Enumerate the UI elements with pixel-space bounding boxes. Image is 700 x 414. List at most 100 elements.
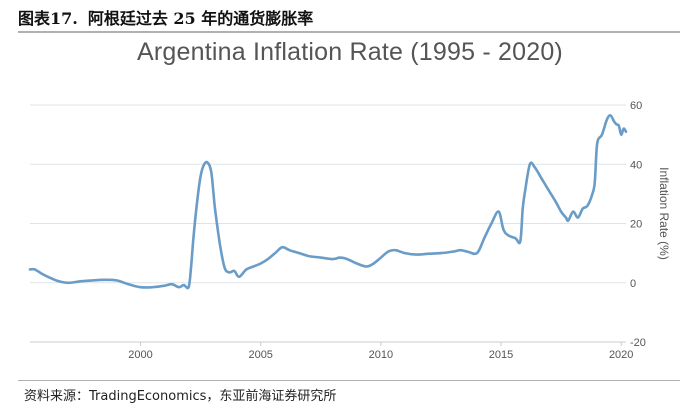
x-tick-label: 2015 [489, 349, 513, 361]
data-point [476, 252, 478, 254]
data-point [245, 268, 247, 270]
data-point [618, 125, 620, 127]
data-point [152, 286, 154, 288]
data-point [594, 181, 596, 183]
data-point [183, 284, 185, 286]
data-point [346, 258, 348, 260]
data-point [214, 208, 216, 210]
data-point [514, 237, 517, 239]
data-point [625, 131, 627, 133]
data-point [34, 268, 36, 270]
data-point [219, 243, 221, 245]
y-tick-label: 20 [630, 219, 642, 231]
data-point [196, 202, 198, 204]
x-tick-label: 2020 [609, 349, 633, 361]
x-tick-label: 2000 [128, 349, 152, 361]
data-point [548, 190, 550, 192]
data-point [567, 219, 569, 222]
data-point [394, 249, 396, 251]
data-point [281, 246, 283, 248]
data-point [416, 254, 418, 256]
data-point [298, 252, 300, 254]
data-point [103, 279, 106, 281]
data-point [609, 114, 612, 116]
y-tick-label: 60 [630, 100, 642, 112]
data-point [555, 202, 557, 204]
data-point [67, 282, 70, 284]
data-point [623, 128, 625, 130]
data-point [339, 257, 341, 259]
data-point [48, 276, 50, 278]
data-point [440, 252, 442, 254]
data-point [373, 262, 375, 265]
data-point [238, 276, 240, 278]
data-point [428, 253, 430, 255]
data-point [529, 163, 531, 165]
data-point [308, 255, 310, 257]
data-point [365, 265, 368, 268]
data-point [596, 142, 598, 145]
data-point [233, 270, 235, 272]
data-point [171, 283, 173, 285]
data-point [519, 240, 521, 242]
source-note: 资料来源：TradingEconomics，东亚前海证券研究所 [24, 389, 337, 404]
y-tick-label: -20 [630, 337, 646, 349]
data-point [615, 123, 618, 125]
data-point [606, 119, 608, 121]
data-point [267, 258, 269, 260]
data-point [274, 252, 276, 254]
data-point [466, 251, 468, 253]
data-point [586, 205, 589, 207]
data-point [502, 228, 504, 230]
data-point [210, 172, 212, 174]
data-point [203, 163, 205, 165]
data-point [356, 262, 358, 265]
data-point [387, 251, 389, 253]
data-point [332, 258, 334, 260]
data-point [58, 280, 60, 282]
data-point [541, 178, 543, 180]
data-point [572, 211, 574, 213]
data-point [127, 283, 130, 285]
top-divider [18, 31, 680, 33]
data-point [524, 190, 526, 192]
data-point [260, 262, 262, 265]
data-point [591, 193, 594, 195]
series-line [28, 114, 628, 290]
data-point [565, 217, 567, 219]
data-point [190, 267, 192, 269]
data-point [91, 279, 94, 281]
data-point [498, 211, 500, 213]
data-point [320, 257, 322, 259]
data-point [178, 286, 180, 288]
data-point [41, 273, 43, 275]
data-point [252, 265, 255, 268]
y-axis-title: Inflation Rate (%) [657, 167, 671, 260]
x-tick-label: 2005 [248, 349, 272, 361]
data-point [601, 134, 603, 136]
figure-title: 阿根廷过去 25 年的通货膨胀率 [87, 9, 314, 28]
data-point [380, 257, 382, 259]
y-tick-label: 0 [630, 278, 636, 290]
data-point [560, 211, 562, 213]
data-point [192, 237, 194, 239]
data-point [224, 267, 226, 269]
bottom-divider [18, 380, 680, 381]
data-point [115, 279, 118, 281]
data-point [620, 134, 622, 136]
data-point [228, 271, 231, 273]
y-tick-label: 40 [630, 159, 642, 171]
data-point [188, 286, 190, 288]
chart-title: Argentina Inflation Rate (1995 - 2020) [137, 38, 563, 66]
x-tick-label: 2010 [369, 349, 393, 361]
data-point [534, 166, 536, 168]
data-point [507, 234, 509, 236]
data-point [139, 286, 142, 288]
data-point [522, 208, 524, 210]
data-point [164, 285, 166, 287]
data-point [459, 249, 461, 251]
figure-label: 图表17. [18, 9, 78, 28]
data-point [207, 162, 209, 164]
data-point [582, 208, 584, 210]
